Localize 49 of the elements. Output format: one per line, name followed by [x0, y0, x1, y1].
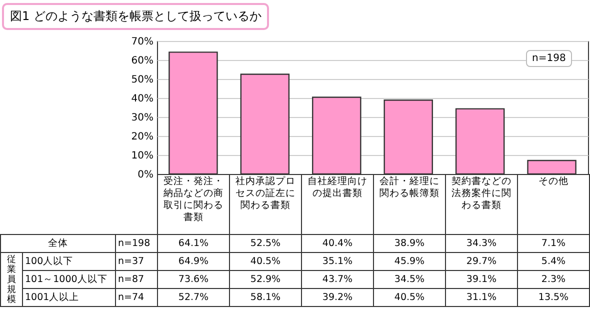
y-tick-label: 40%	[131, 94, 154, 104]
y-tick-label: 70%	[131, 36, 154, 48]
y-tick-label: 20%	[131, 132, 154, 142]
text: n=37	[116, 252, 158, 270]
text: 5.4%	[518, 252, 590, 270]
data-label: 52.5%	[230, 234, 302, 252]
x-tick-label: 自社経理向けの提出書類	[302, 174, 374, 234]
text: 40.5%	[374, 288, 446, 306]
x-tick-label: 受注・発注・納品などの商取引に関わる書類	[158, 174, 230, 234]
text: 13.5%	[518, 288, 590, 306]
text: 39.2%	[302, 288, 374, 306]
text: 40.5%	[230, 252, 302, 270]
y-tick-label: 30%	[131, 112, 154, 124]
text: 43.7%	[302, 270, 374, 288]
text: 58.1%	[230, 288, 302, 306]
annotation: n=198	[526, 50, 572, 67]
data-label: 34.3%	[446, 234, 518, 252]
x-tick-label: 契約書などの法務案件に関わる書類	[446, 174, 518, 234]
text: 35.1%	[302, 252, 374, 270]
y-tick-label: 60%	[131, 56, 154, 66]
text: 従業員規模	[1, 254, 22, 304]
text: 101～1000人以下	[22, 270, 116, 288]
text: 2.3%	[518, 270, 590, 288]
text: 1001人以上	[22, 288, 116, 306]
data-label: 38.9%	[374, 234, 446, 252]
text: n=198	[116, 234, 158, 252]
data-label: 40.4%	[302, 234, 374, 252]
text: n=74	[116, 288, 158, 306]
data-label: 64.1%	[158, 234, 230, 252]
text: 34.5%	[374, 270, 446, 288]
data-label: 7.1%	[518, 234, 590, 252]
x-tick-label: その他	[518, 174, 590, 234]
chart-title: 図1 どのような書類を帳票として扱っているか	[2, 3, 270, 30]
text: 52.7%	[158, 288, 230, 306]
text: 64.9%	[158, 252, 230, 270]
text: 100人以下	[22, 252, 116, 270]
text: n=87	[116, 270, 158, 288]
text: 39.1%	[446, 270, 518, 288]
y-tick-label: 50%	[131, 74, 154, 86]
x-tick-label: 社内承認プロセスの証左に関わる書類	[230, 174, 302, 234]
y-tick-label: 0%	[138, 170, 154, 180]
text: 29.7%	[446, 252, 518, 270]
text: 52.9%	[230, 270, 302, 288]
text: 45.9%	[374, 252, 446, 270]
x-tick-label: 会計・経理に関わる帳簿類	[374, 174, 446, 234]
y-tick-label: 10%	[131, 150, 154, 162]
text: 31.1%	[446, 288, 518, 306]
text: 全体	[0, 234, 116, 252]
text: 73.6%	[158, 270, 230, 288]
